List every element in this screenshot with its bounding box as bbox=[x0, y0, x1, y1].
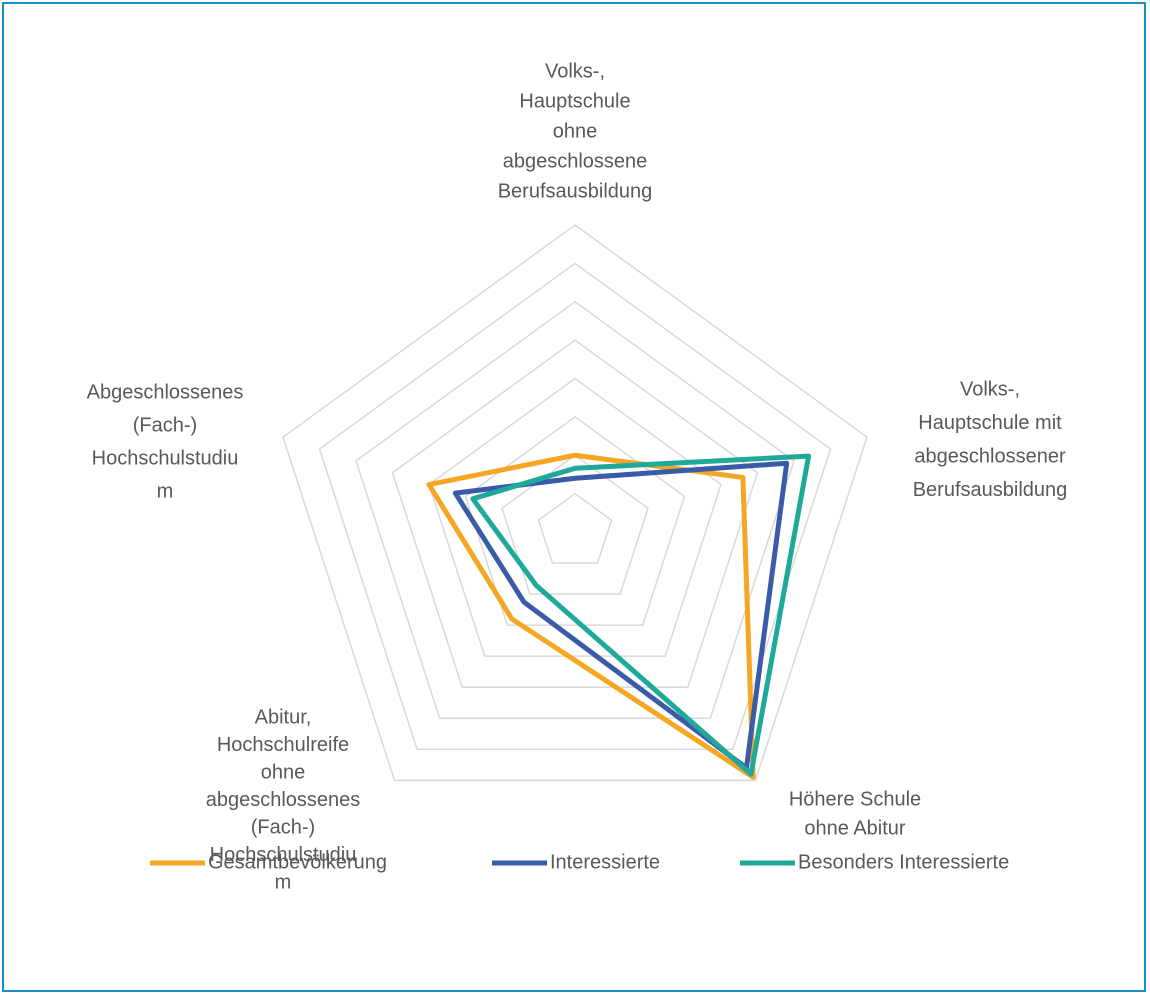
series-line bbox=[426, 452, 756, 780]
series-line bbox=[452, 460, 790, 771]
category-label: Hochschulstudiu bbox=[92, 447, 239, 469]
legend-label: Interessierte bbox=[550, 851, 660, 873]
category-label: abgeschlossenes bbox=[206, 789, 361, 811]
grid-ring bbox=[355, 300, 795, 720]
series-line bbox=[470, 453, 812, 777]
grid-ring bbox=[282, 224, 868, 782]
category-label: ohne bbox=[553, 120, 598, 142]
category-label: abgeschlossene bbox=[503, 150, 648, 172]
legend-label: Besonders Interessierte bbox=[798, 851, 1009, 873]
category-label: abgeschlossener bbox=[914, 445, 1066, 467]
category-label: Berufsausbildung bbox=[913, 479, 1068, 501]
grid-ring bbox=[428, 377, 722, 657]
category-label: Höhere Schule bbox=[789, 788, 921, 810]
category-label: Hauptschule bbox=[519, 90, 630, 112]
category-label: m bbox=[275, 871, 292, 893]
grid-ring bbox=[391, 339, 759, 688]
category-label: Hauptschule mit bbox=[918, 412, 1062, 434]
category-label: Hochschulstudiu bbox=[210, 844, 357, 866]
category-label: ohne bbox=[261, 761, 306, 783]
category-label: Volks-, bbox=[960, 378, 1020, 400]
legend-label: Gesamtbevölkerung bbox=[208, 851, 387, 873]
grid-ring bbox=[318, 262, 832, 751]
category-label: (Fach-) bbox=[251, 816, 315, 838]
category-label: Berufsausbildung bbox=[498, 180, 653, 202]
grid-ring bbox=[537, 492, 613, 564]
category-label: Abgeschlossenes bbox=[87, 381, 244, 403]
category-label: Hochschulreife bbox=[217, 734, 349, 756]
category-label: Abitur, bbox=[255, 706, 312, 728]
grid-ring bbox=[501, 454, 649, 595]
category-label: (Fach-) bbox=[133, 414, 197, 436]
category-label: Volks-, bbox=[545, 60, 605, 82]
category-label: m bbox=[157, 480, 174, 502]
category-label: ohne Abitur bbox=[804, 817, 906, 839]
grid-ring bbox=[464, 415, 686, 626]
